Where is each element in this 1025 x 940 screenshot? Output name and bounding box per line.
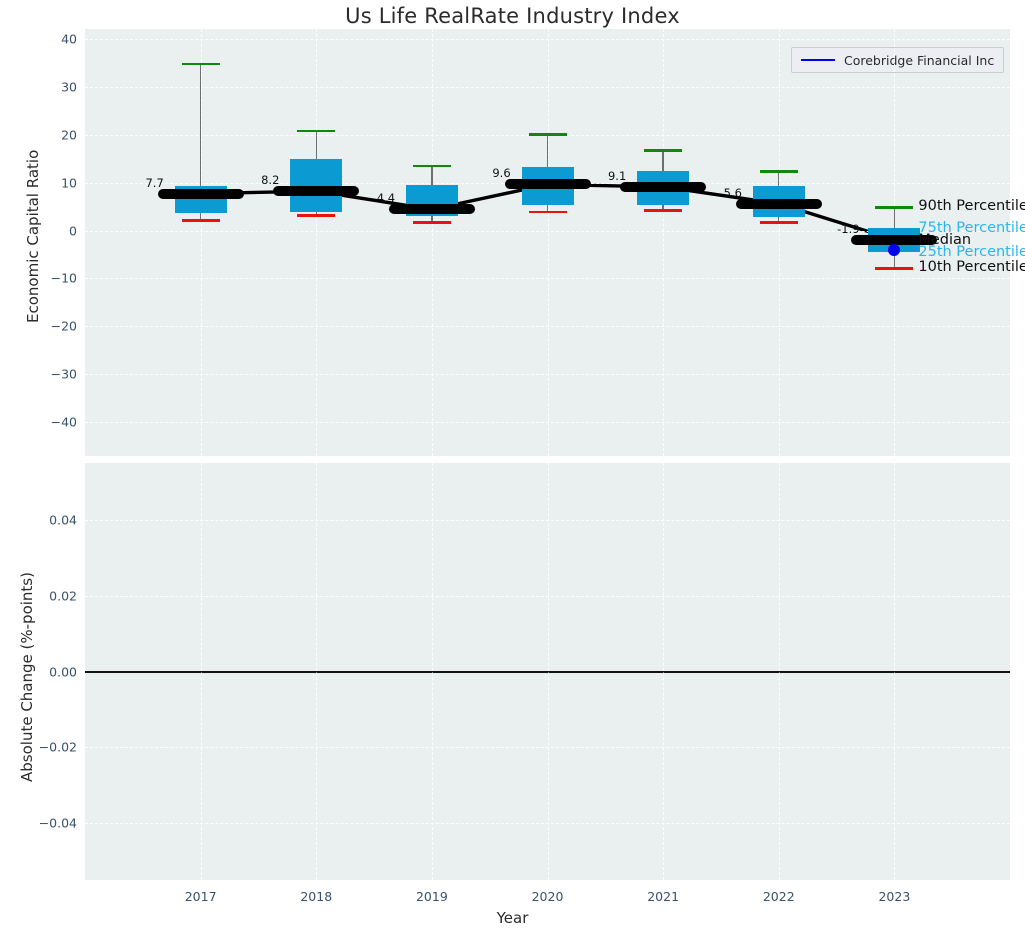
cap-90th-2020 <box>528 133 567 136</box>
y-axis-tick-top: 0 <box>69 223 77 238</box>
value-label-2018: 8.2 <box>261 173 280 188</box>
y-axis-tick-bottom: −0.04 <box>38 815 77 831</box>
x-axis-tick-2019: 2019 <box>415 889 448 904</box>
y-axis-tick-top: 30 <box>61 79 77 95</box>
cap-90th-2019 <box>412 164 451 168</box>
cap-10th-2018 <box>297 214 336 217</box>
y-axis-tick-top: 10 <box>61 175 77 191</box>
x-axis-label: Year <box>496 909 529 927</box>
value-label-2022: 5.6 <box>723 185 742 200</box>
value-label-2021: 9.1 <box>607 168 627 183</box>
chart-title: Us Life RealRate Industry Index <box>345 4 680 28</box>
y-axis-tick-bottom: 0.00 <box>49 664 77 679</box>
cap-90th-2017 <box>181 62 220 66</box>
legend-label-corebridge: Corebridge Financial Inc <box>844 52 995 68</box>
annotation-10th-percentile: 10th Percentile <box>918 259 1025 276</box>
gridline-vertical <box>431 463 433 880</box>
y-axis-tick-top: −30 <box>50 366 77 382</box>
annotation-median: Median <box>918 231 972 248</box>
value-label-2019: 4.4 <box>376 191 396 206</box>
cap-10th-2017 <box>181 218 220 222</box>
cap-10th-2021 <box>644 209 683 212</box>
y-axis-tick-top: 20 <box>61 127 77 143</box>
cap-10th-2020 <box>528 210 567 214</box>
gridline-vertical <box>431 29 433 456</box>
y-axis-tick-top: −10 <box>50 270 77 286</box>
gridline-vertical <box>778 463 780 880</box>
y-axis-tick-bottom: −0.02 <box>38 739 77 755</box>
y-axis-tick-bottom: 0.02 <box>49 588 77 604</box>
gridline-vertical <box>663 29 665 456</box>
gridline-vertical <box>547 463 549 880</box>
median-bar-2023 <box>851 234 938 245</box>
legend[interactable]: Corebridge Financial Inc <box>791 47 1005 73</box>
x-axis-tick-2021: 2021 <box>647 889 680 904</box>
y-axis-tick-top: 40 <box>61 31 77 47</box>
median-bar-2017 <box>157 188 244 199</box>
median-bar-2021 <box>620 181 707 192</box>
gridline-vertical <box>663 463 665 880</box>
x-axis-tick-2017: 2017 <box>184 889 217 904</box>
cap-90th-2021 <box>644 148 683 152</box>
gridline-vertical <box>200 29 202 456</box>
cap-10th-2022 <box>759 221 798 224</box>
median-bar-2018 <box>273 186 360 197</box>
gridline-vertical <box>894 463 896 880</box>
cap-90th-2018 <box>297 129 336 133</box>
x-axis-tick-2020: 2020 <box>531 889 564 904</box>
value-label-2023: -1.9 <box>837 221 860 236</box>
cap-10th-2023 <box>875 267 914 271</box>
annotation-25th-percentile: 25th Percentile <box>918 243 1025 260</box>
cap-90th-2022 <box>759 170 798 173</box>
gridline-vertical <box>778 29 780 456</box>
whisker-line-2017 <box>199 62 202 219</box>
cap-90th-2023 <box>875 206 914 209</box>
corebridge-marker-2023[interactable] <box>888 244 901 257</box>
box-iqr-2018 <box>290 159 343 212</box>
annotation-90th-percentile: 90th Percentile <box>918 198 1025 215</box>
x-axis-tick-2023: 2023 <box>878 889 911 904</box>
median-bar-2022 <box>735 198 822 209</box>
x-axis-tick-2018: 2018 <box>300 889 333 904</box>
value-label-2020: 9.6 <box>492 166 511 181</box>
gridline-vertical <box>316 29 318 456</box>
median-bar-2020 <box>504 179 591 190</box>
gridline-vertical <box>547 29 549 456</box>
gridline-vertical <box>200 463 202 880</box>
x-axis-tick-2022: 2022 <box>762 889 795 904</box>
y-axis-tick-bottom: 0.04 <box>49 512 77 528</box>
median-bar-2019 <box>388 204 475 215</box>
cap-10th-2019 <box>412 221 451 224</box>
y-axis-tick-top: −20 <box>50 318 77 334</box>
y-axis-tick-top: −40 <box>50 414 77 430</box>
legend-line-swatch <box>801 58 835 62</box>
annotation-75th-percentile: 75th Percentile <box>918 219 1025 236</box>
gridline-vertical <box>316 463 318 880</box>
value-label-2017: 7.7 <box>145 175 164 190</box>
